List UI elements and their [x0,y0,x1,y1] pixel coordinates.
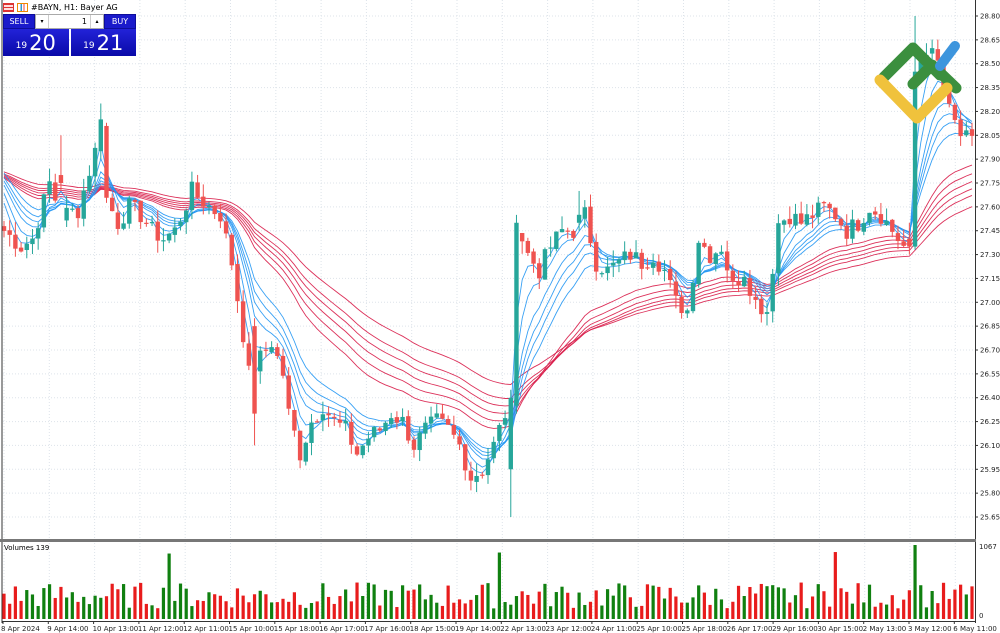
svg-text:25.80: 25.80 [980,490,1000,498]
svg-text:18 Apr 15:00: 18 Apr 15:00 [410,625,456,633]
svg-text:26.70: 26.70 [980,347,1000,355]
volume-histogram [2,545,974,619]
sell-price-small: 19 [15,41,28,51]
svg-text:27.75: 27.75 [980,180,1000,188]
sell-button[interactable]: SELL [3,14,35,29]
pane-separator[interactable] [0,539,976,542]
logo-icon [874,41,962,124]
svg-text:15 Apr 10:00: 15 Apr 10:00 [229,625,275,633]
svg-text:8 Apr 2024: 8 Apr 2024 [1,625,40,633]
svg-text:3 May 12:00: 3 May 12:00 [908,625,952,633]
sell-price-large: 20 [29,31,56,55]
svg-text:26.10: 26.10 [980,442,1000,450]
svg-text:25 Apr 18:00: 25 Apr 18:00 [682,625,728,633]
svg-text:29 Apr 16:00: 29 Apr 16:00 [772,625,818,633]
svg-text:26.40: 26.40 [980,394,1000,402]
svg-text:28.80: 28.80 [980,13,1000,21]
volume-axis-min: 0 [979,612,983,620]
svg-text:2 May 13:00: 2 May 13:00 [863,625,907,633]
svg-text:27.90: 27.90 [980,156,1000,164]
svg-text:25.65: 25.65 [980,514,1000,522]
svg-text:26.55: 26.55 [980,370,1000,378]
svg-text:28.50: 28.50 [980,60,1000,68]
chart-title-bar: #BAYN, H1: Bayer AG [3,1,118,14]
gmma-long-group [3,164,973,429]
svg-text:26.25: 26.25 [980,418,1000,426]
svg-text:22 Apr 13:00: 22 Apr 13:00 [500,625,546,633]
time-axis[interactable]: 8 Apr 2024 9 Apr 14:00 10 Apr 13:00 11 Apr … [1,621,997,633]
svg-text:30 Apr 15:00: 30 Apr 15:00 [817,625,863,633]
volume-pane-label: Volumes 139 [4,544,50,552]
lot-size-input[interactable]: 1 [81,17,87,26]
svg-text:11 Apr 12:00: 11 Apr 12:00 [138,625,184,633]
svg-text:26.85: 26.85 [980,323,1000,331]
increase-lot-icon[interactable]: ▴ [90,15,103,28]
svg-text:24 Apr 11:00: 24 Apr 11:00 [591,625,637,633]
svg-text:23 Apr 12:00: 23 Apr 12:00 [546,625,592,633]
svg-text:28.20: 28.20 [980,108,1000,116]
one-click-trading-panel: SELL ▾ 1 ▴ BUY 19 20 19 21 [3,14,136,56]
svg-text:26 Apr 17:00: 26 Apr 17:00 [727,625,773,633]
lot-size-stepper[interactable]: ▾ 1 ▴ [35,14,104,29]
svg-text:17 Apr 16:00: 17 Apr 16:00 [364,625,410,633]
chart-grid [3,0,975,620]
svg-text:27.45: 27.45 [980,227,1000,235]
buy-price-small: 19 [83,41,95,51]
svg-text:27.00: 27.00 [980,299,1000,307]
chart-title: #BAYN, H1: Bayer AG [31,3,118,12]
svg-text:27.30: 27.30 [980,251,1000,259]
svg-text:28.35: 28.35 [980,84,1000,92]
sell-price-button[interactable]: 19 20 [3,29,69,56]
candlestick-series [1,16,975,518]
svg-text:9 Apr 14:00: 9 Apr 14:00 [47,625,88,633]
svg-text:25 Apr 10:00: 25 Apr 10:00 [636,625,682,633]
price-axis[interactable]: 28.80 28.65 28.50 28.35 28.20 28.05 27.90 27.75… [975,13,1000,522]
svg-text:15 Apr 18:00: 15 Apr 18:00 [274,625,320,633]
svg-text:27.15: 27.15 [980,275,1000,283]
decrease-lot-icon[interactable]: ▾ [36,15,49,28]
svg-text:10 Apr 13:00: 10 Apr 13:00 [93,625,139,633]
grid-menu-icon[interactable] [3,3,14,12]
svg-text:19 Apr 14:00: 19 Apr 14:00 [455,625,501,633]
buy-button[interactable]: BUY [104,14,136,29]
buy-price-button[interactable]: 19 21 [70,29,136,56]
svg-text:12 Apr 11:00: 12 Apr 11:00 [183,625,229,633]
svg-text:25.95: 25.95 [980,466,1000,474]
candlestick-icon[interactable] [17,3,28,12]
buy-price-large: 21 [96,31,124,55]
svg-text:28.65: 28.65 [980,36,1000,44]
svg-text:6 May 11:00: 6 May 11:00 [953,625,997,633]
svg-text:28.05: 28.05 [980,132,1000,140]
volume-axis-max: 1067 [979,543,997,551]
svg-text:16 Apr 17:00: 16 Apr 17:00 [319,625,365,633]
svg-text:27.60: 27.60 [980,203,1000,211]
